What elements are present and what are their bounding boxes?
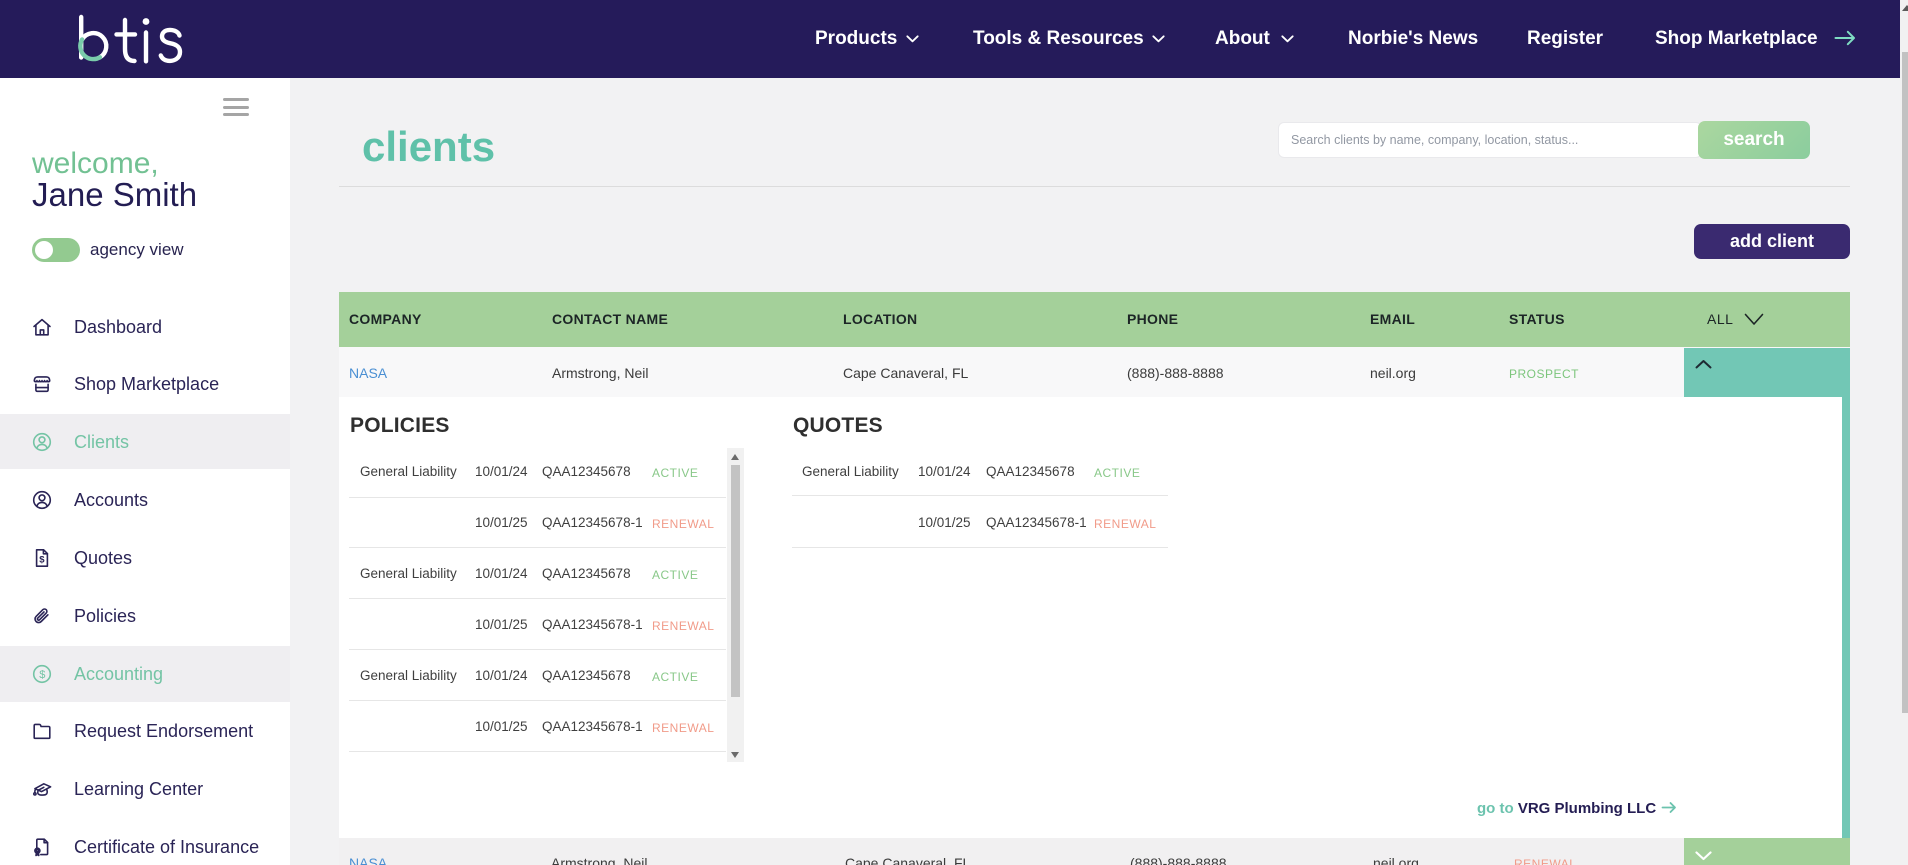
svg-text:$: $ <box>39 669 45 681</box>
svg-text:$: $ <box>39 555 45 566</box>
